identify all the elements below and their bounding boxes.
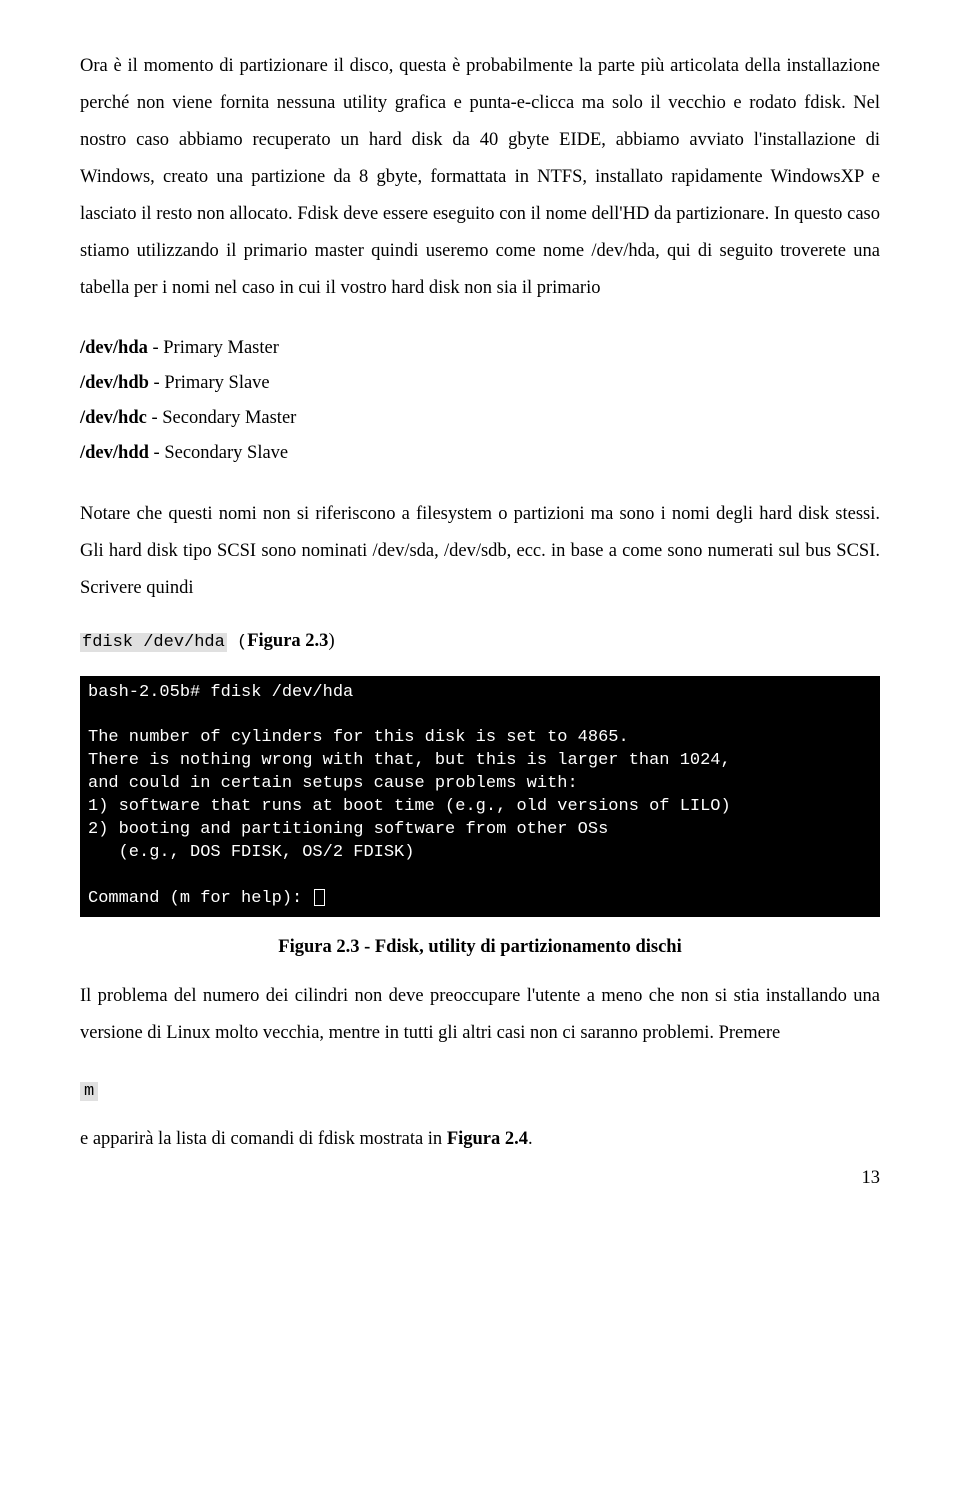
open-paren: ( <box>227 633 247 652</box>
paragraph-1: Ora è il momento di partizionare il disc… <box>80 48 880 307</box>
figure-caption: Figura 2.3 - Fdisk, utility di partizion… <box>80 937 880 958</box>
terminal-line: (e.g., DOS FDISK, OS/2 FDISK) <box>88 843 414 862</box>
cursor-icon <box>314 889 325 906</box>
paragraph-4: Il problema del numero dei cilindri non … <box>80 978 880 1052</box>
fdisk-command: fdisk /dev/hda <box>80 633 227 652</box>
terminal-line: There is nothing wrong with that, but th… <box>88 751 731 770</box>
page-number: 13 <box>80 1168 880 1189</box>
terminal-prompt: Command (m for help): <box>88 889 312 908</box>
paragraph-3: Notare che questi nomi non si riferiscon… <box>80 496 880 607</box>
key-m: m <box>80 1082 98 1101</box>
device-desc: - Secondary Slave <box>149 443 288 463</box>
device-list: /dev/hda - Primary Master /dev/hdb - Pri… <box>80 331 880 472</box>
key-press: m <box>80 1076 880 1121</box>
terminal-line: 2) booting and partitioning software fro… <box>88 820 608 839</box>
device-name: /dev/hdc <box>80 408 147 428</box>
document-page: Ora è il momento di partizionare il disc… <box>0 0 960 1219</box>
figure-ref-24: Figura 2.4 <box>447 1129 528 1149</box>
command-line: fdisk /dev/hda (Figura 2.3) <box>80 631 880 652</box>
terminal-output: bash-2.05b# fdisk /dev/hda The number of… <box>80 676 880 917</box>
terminal-line: The number of cylinders for this disk is… <box>88 728 629 747</box>
paragraph-1-text-a: Ora è il momento di partizionare il disc… <box>80 56 880 224</box>
device-name: /dev/hda <box>80 338 148 358</box>
close-paren: ) <box>328 631 334 651</box>
device-name: /dev/hdb <box>80 373 149 393</box>
terminal-line: 1) software that runs at boot time (e.g.… <box>88 797 731 816</box>
list-item: /dev/hdd - Secondary Slave <box>80 436 880 471</box>
terminal-line: and could in certain setups cause proble… <box>88 774 578 793</box>
list-item: /dev/hdc - Secondary Master <box>80 401 880 436</box>
list-item: /dev/hda - Primary Master <box>80 331 880 366</box>
device-desc: - Primary Master <box>148 338 279 358</box>
paragraph-5-suffix: . <box>528 1129 533 1149</box>
list-item: /dev/hdb - Primary Slave <box>80 366 880 401</box>
paragraph-5-prefix: e apparirà la lista di comandi di fdisk … <box>80 1129 447 1149</box>
device-desc: - Primary Slave <box>149 373 270 393</box>
paragraph-5: e apparirà la lista di comandi di fdisk … <box>80 1121 880 1158</box>
figure-ref: Figura 2.3 <box>247 631 328 651</box>
terminal-line: bash-2.05b# fdisk /dev/hda <box>88 683 353 702</box>
device-name: /dev/hdd <box>80 443 149 463</box>
device-desc: - Secondary Master <box>147 408 297 428</box>
